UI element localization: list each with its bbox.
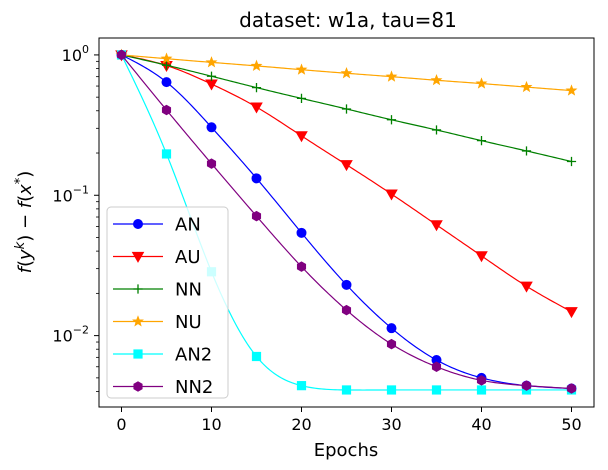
series-au <box>115 50 578 319</box>
legend-marker <box>132 218 143 229</box>
data-point <box>251 173 262 184</box>
data-point <box>385 70 398 82</box>
legend-item: AN2 <box>113 345 212 366</box>
data-point <box>250 102 263 114</box>
y-axis: 100 10−1 10−2 <box>52 43 99 392</box>
x-tick-label: 20 <box>291 415 311 434</box>
data-point <box>476 136 487 146</box>
plot-frame <box>98 37 595 408</box>
legend-item: NN2 <box>113 377 213 398</box>
data-point <box>430 220 443 232</box>
data-point <box>386 323 397 334</box>
data-point <box>161 149 172 159</box>
data-point <box>250 59 263 71</box>
legend-item: NU <box>113 312 202 333</box>
y-tick-label: 10−1 <box>52 183 89 205</box>
data-point <box>206 122 217 133</box>
data-point <box>385 189 398 201</box>
data-point <box>295 63 308 75</box>
legend-label: AN <box>175 215 201 236</box>
x-tick-label: 30 <box>381 415 401 434</box>
data-point <box>295 131 308 143</box>
legend-item: NN <box>113 280 202 301</box>
data-point <box>476 375 487 386</box>
data-point <box>566 383 577 394</box>
data-point <box>160 52 173 64</box>
legend: AN AU NN NU AN2 NN2 <box>106 206 229 399</box>
legend-item: AN <box>113 215 201 236</box>
y-axis-label-text: f(yk) − f(x*) <box>13 171 36 274</box>
data-point <box>386 338 397 350</box>
x-tick-label: 0 <box>116 415 126 434</box>
legend-label: NU <box>175 312 202 333</box>
data-point <box>296 227 307 238</box>
data-point <box>251 83 262 93</box>
data-point <box>205 79 218 91</box>
legend-label: AU <box>175 247 201 268</box>
data-point <box>520 80 533 93</box>
legend-marker <box>133 349 143 359</box>
data-point <box>116 49 127 61</box>
data-point <box>566 156 577 167</box>
data-point <box>340 160 353 172</box>
data-point <box>161 104 172 116</box>
data-point <box>340 67 353 79</box>
data-point <box>341 104 352 114</box>
data-point <box>161 60 172 70</box>
data-point <box>206 71 217 81</box>
data-point <box>296 261 307 272</box>
data-point <box>161 77 172 88</box>
x-tick-label: 10 <box>201 415 221 434</box>
data-point <box>430 74 443 86</box>
data-point <box>431 385 442 395</box>
series-an <box>116 49 577 394</box>
data-point <box>565 307 578 319</box>
legend-box <box>106 206 229 399</box>
chart-title: dataset: w1a, tau=81 <box>239 8 457 32</box>
x-tick-label: 40 <box>471 415 491 434</box>
data-point <box>431 361 442 373</box>
plot-area <box>98 37 595 408</box>
x-tick-label: 50 <box>561 415 581 434</box>
data-point <box>205 56 218 68</box>
data-point <box>251 351 262 362</box>
data-point <box>431 125 442 135</box>
data-point <box>386 385 397 395</box>
data-point <box>296 381 307 391</box>
legend-marker <box>132 315 144 327</box>
data-point <box>341 304 352 316</box>
y-tick-label: 100 <box>62 43 89 65</box>
data-point <box>296 93 307 104</box>
series-nn2 <box>116 49 577 394</box>
data-point <box>341 385 352 395</box>
data-point <box>565 84 578 96</box>
data-point <box>475 77 488 89</box>
x-axis: 0 10 20 30 40 50 <box>116 407 582 434</box>
data-point <box>206 158 217 169</box>
data-point <box>521 380 532 391</box>
x-axis-label: Epochs <box>314 440 379 461</box>
legend-marker <box>131 251 145 263</box>
data-point <box>251 210 262 222</box>
legend-marker <box>133 381 143 392</box>
data-point <box>521 146 532 156</box>
legend-label: AN2 <box>175 345 212 366</box>
y-axis-label: f(yk) − f(x*) <box>13 171 36 274</box>
legend-label: NN <box>175 280 202 301</box>
data-point <box>520 281 533 293</box>
data-point <box>341 279 352 290</box>
data-point <box>386 115 397 125</box>
data-point <box>475 251 488 263</box>
series-nu <box>115 48 578 96</box>
y-tick-label: 10−2 <box>52 324 89 346</box>
data-point <box>476 385 487 395</box>
legend-label: NN2 <box>175 377 213 398</box>
legend-item: AU <box>113 247 201 268</box>
series-nn <box>116 50 577 167</box>
legend-marker <box>133 284 143 294</box>
